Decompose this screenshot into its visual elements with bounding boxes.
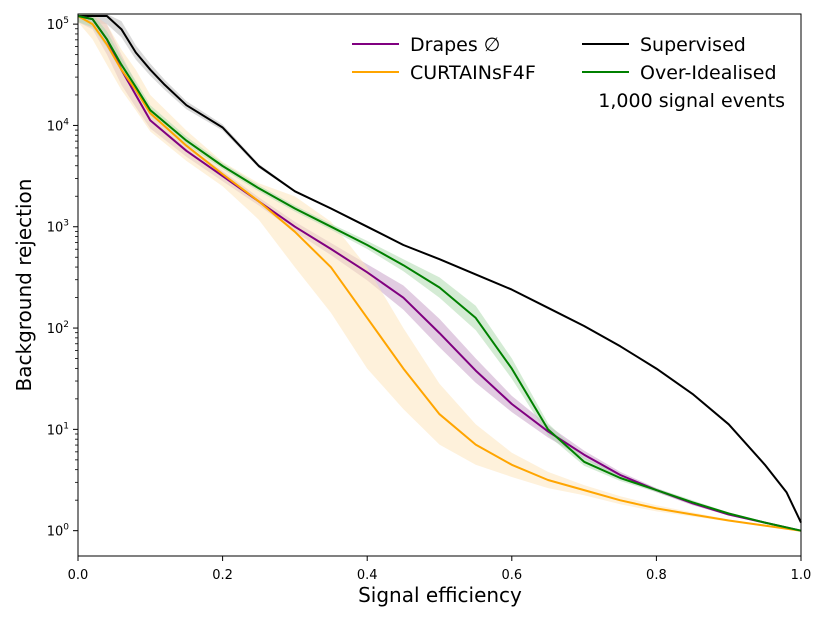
y-axis-ticks: 100 101 102 103 104 105 <box>47 16 78 540</box>
legend-label-curtainsf4f: CURTAINsF4F <box>410 62 536 84</box>
legend-label-drapes: Drapes ∅ <box>410 34 500 56</box>
x-tick-label: 0.0 <box>68 568 89 583</box>
series-line-supervised <box>78 15 802 524</box>
y-tick-label: 101 <box>47 421 69 438</box>
y-tick-label: 100 <box>47 523 70 540</box>
y-tick-label: 102 <box>47 320 69 337</box>
annotation-signal-events: 1,000 signal events <box>598 90 785 112</box>
x-tick-label: 0.2 <box>212 568 233 583</box>
legend-label-supervised: Supervised <box>640 34 746 56</box>
x-tick-label: 0.6 <box>501 568 522 583</box>
y-tick-label: 105 <box>47 16 69 33</box>
uncertainty-bands <box>78 14 801 531</box>
y-tick-label: 104 <box>47 117 70 134</box>
x-axis-ticks: 0.0 0.2 0.4 0.6 0.8 1.0 <box>68 556 812 583</box>
x-tick-label: 1.0 <box>791 568 812 583</box>
band-supervised <box>78 14 801 523</box>
y-axis-title: Background rejection <box>12 179 36 392</box>
legend-label-over-idealised: Over-Idealised <box>640 62 777 84</box>
plot-frame <box>77 13 802 557</box>
series-lines <box>77 15 802 532</box>
x-tick-label: 0.4 <box>357 568 378 583</box>
series-line-curtainsf4f <box>77 15 802 532</box>
y-tick-label: 103 <box>47 219 69 236</box>
legend: Drapes ∅ CURTAINsF4F Supervised Over-Ideali… <box>352 34 777 84</box>
series-line-over-idealised <box>77 15 802 532</box>
band-curtainsf4f <box>78 14 801 531</box>
x-tick-label: 0.8 <box>646 568 667 583</box>
x-axis-title: Signal efficiency <box>358 583 522 607</box>
